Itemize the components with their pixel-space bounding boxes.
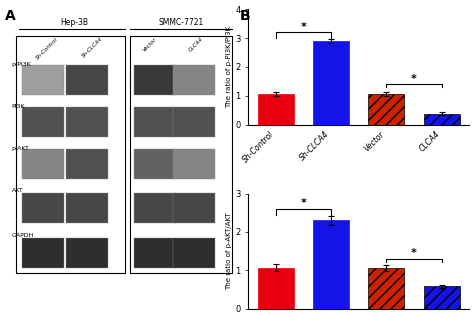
FancyBboxPatch shape: [66, 238, 108, 268]
Text: PI3K: PI3K: [12, 104, 25, 109]
FancyBboxPatch shape: [22, 107, 64, 137]
Text: *: *: [411, 74, 417, 84]
Text: *: *: [301, 198, 306, 208]
Y-axis label: The ratio of p-PI3K/PI3K: The ratio of p-PI3K/PI3K: [227, 26, 232, 108]
Bar: [424, 114, 460, 124]
Text: Hep-3B: Hep-3B: [60, 18, 88, 27]
FancyBboxPatch shape: [66, 193, 108, 223]
FancyBboxPatch shape: [173, 65, 215, 95]
FancyBboxPatch shape: [173, 238, 215, 268]
Y-axis label: The ratio of p-AKT/AKT: The ratio of p-AKT/AKT: [227, 212, 232, 290]
FancyBboxPatch shape: [16, 36, 126, 273]
FancyBboxPatch shape: [134, 107, 175, 137]
FancyBboxPatch shape: [173, 193, 215, 223]
Text: B: B: [239, 9, 250, 23]
Bar: [258, 268, 294, 309]
Text: AKT: AKT: [12, 188, 23, 193]
Text: *: *: [411, 248, 417, 258]
FancyBboxPatch shape: [22, 238, 64, 268]
FancyBboxPatch shape: [22, 149, 64, 179]
Bar: [313, 41, 349, 124]
Bar: [424, 286, 460, 309]
Text: Sh-CLCA4: Sh-CLCA4: [82, 36, 104, 59]
Text: SMMC-7721: SMMC-7721: [158, 18, 204, 27]
Bar: [313, 220, 349, 309]
FancyBboxPatch shape: [22, 193, 64, 223]
Bar: [368, 268, 404, 309]
FancyBboxPatch shape: [134, 149, 175, 179]
FancyBboxPatch shape: [66, 65, 108, 95]
Text: *: *: [301, 22, 306, 32]
Text: p-PI3K: p-PI3K: [12, 62, 32, 67]
Text: GAPDH: GAPDH: [12, 233, 34, 238]
FancyBboxPatch shape: [22, 65, 64, 95]
FancyBboxPatch shape: [66, 149, 108, 179]
Text: Sh-Control: Sh-Control: [35, 36, 59, 60]
Text: p-AKT: p-AKT: [12, 146, 29, 151]
Text: Vector: Vector: [142, 36, 157, 52]
Bar: [258, 94, 294, 124]
FancyBboxPatch shape: [134, 238, 175, 268]
FancyBboxPatch shape: [66, 107, 108, 137]
FancyBboxPatch shape: [134, 65, 175, 95]
Text: A: A: [5, 9, 16, 23]
FancyBboxPatch shape: [134, 193, 175, 223]
FancyBboxPatch shape: [173, 149, 215, 179]
Bar: [368, 94, 404, 124]
FancyBboxPatch shape: [173, 107, 215, 137]
FancyBboxPatch shape: [130, 36, 232, 273]
Text: CLCA4: CLCA4: [188, 36, 204, 53]
